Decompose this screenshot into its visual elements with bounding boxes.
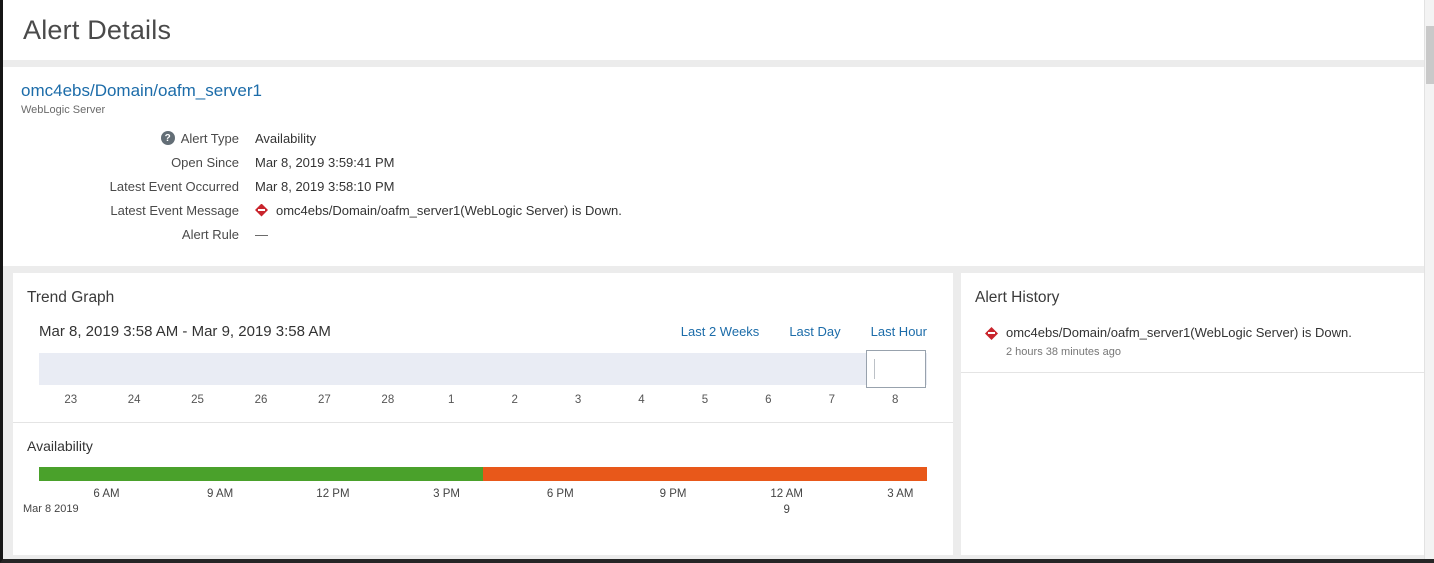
availability-segment-down (483, 467, 927, 481)
detail-row-latest-event-message: Latest Event Message omc4ebs/Domain/oafm… (21, 202, 1406, 218)
page-content: Alert Details omc4ebs/Domain/oafm_server… (3, 0, 1424, 559)
overview-tick-label: 8 (891, 394, 899, 406)
detail-row-alert-rule: Alert Rule — (21, 226, 1406, 242)
alert-history-panel: Alert History omc4ebs/Domain/oafm_server… (961, 273, 1424, 555)
overview-tick-label: 7 (828, 394, 835, 406)
fatal-diamond-icon (985, 327, 998, 340)
overview-tick-label: 24 (127, 394, 141, 406)
availability-axis: Mar 8 2019 6 AM 9 AM 12 PM 3 PM 6 PM 9 PM 12 A… (23, 487, 927, 525)
detail-row-latest-event-occurred: Latest Event Occurred Mar 8, 2019 3:58:1… (21, 178, 1406, 194)
overview-tick-label: 5 (701, 394, 709, 406)
overview-tick-label: 27 (318, 394, 331, 406)
alert-history-line: omc4ebs/Domain/oafm_server1(WebLogic Ser… (985, 325, 1400, 342)
time-selection-window[interactable] (865, 350, 926, 388)
alert-history-message: omc4ebs/Domain/oafm_server1(WebLogic Ser… (1006, 325, 1352, 340)
availability-tick-label: 6 PM (546, 488, 574, 500)
trend-graph-panel: Trend Graph Mar 8, 2019 3:58 AM - Mar 9,… (13, 273, 953, 555)
help-question-icon[interactable] (160, 131, 175, 145)
field-label-latest-event-message: Latest Event Message (110, 202, 239, 218)
alert-detail-fields: Alert Type Availability Open Since Mar 8… (21, 130, 1406, 242)
entity-summary-card: omc4ebs/Domain/oafm_server1 WebLogic Ser… (3, 67, 1424, 266)
field-label-latest-event-occurred: Latest Event Occurred (109, 178, 239, 194)
latest-event-message-value: omc4ebs/Domain/oafm_server1(WebLogic Ser… (255, 203, 622, 218)
trend-graph-title: Trend Graph (27, 289, 115, 306)
entity-link[interactable]: omc4ebs/Domain/oafm_server1 (21, 81, 262, 100)
availability-title: Availability (27, 438, 93, 454)
overview-axis: 23 24 25 26 27 28 1 2 3 4 5 6 7 8 (39, 394, 927, 406)
alert-type-value: Availability (255, 130, 317, 146)
detail-row-alert-type: Alert Type Availability (21, 130, 1406, 146)
overview-tick-label: 25 (191, 394, 204, 406)
fatal-diamond-icon (255, 203, 268, 217)
field-label-text: Alert Type (180, 130, 239, 146)
time-overview-slider[interactable] (39, 350, 927, 388)
alert-rule-value: — (255, 226, 268, 242)
link-last-hour[interactable]: Last Hour (870, 324, 927, 339)
time-range-row: Mar 8, 2019 3:58 AM - Mar 9, 2019 3:58 A… (39, 323, 927, 340)
availability-tick-label: 3 PM (433, 488, 460, 500)
availability-tick-label: 3 AM (887, 488, 914, 500)
link-last-day[interactable]: Last Day (789, 324, 841, 339)
field-label-open-since: Open Since (171, 154, 239, 170)
open-since-value: Mar 8, 2019 3:59:41 PM (255, 154, 395, 170)
availability-bar (39, 467, 927, 481)
field-label-alert-rule: Alert Rule (181, 226, 239, 242)
divider (13, 422, 953, 423)
availability-tick-label: 6 AM (93, 488, 120, 500)
start-date-label: Mar 8 2019 (23, 503, 79, 515)
latest-event-message-text: omc4ebs/Domain/oafm_server1(WebLogic Ser… (276, 202, 622, 218)
availability-tick-label: 12 PM (316, 488, 350, 500)
alert-history-item[interactable]: omc4ebs/Domain/oafm_server1(WebLogic Ser… (961, 309, 1424, 373)
entity-type-label: WebLogic Server (21, 104, 106, 116)
availability-tick-label: 12 AM 9 (770, 488, 803, 516)
scrollbar-thumb[interactable] (1426, 26, 1434, 84)
time-range-label: Mar 8, 2019 3:58 AM - Mar 9, 2019 3:58 A… (39, 323, 331, 340)
link-last-2-weeks[interactable]: Last 2 Weeks (680, 324, 760, 339)
availability-tick-label: 9 PM (659, 488, 687, 500)
overview-tick-label: 2 (511, 394, 518, 406)
page-title: Alert Details (23, 14, 172, 45)
overview-tick-label: 28 (381, 394, 395, 406)
detail-row-open-since: Open Since Mar 8, 2019 3:59:41 PM (21, 154, 1406, 170)
overview-tick-label: 4 (638, 394, 645, 406)
alert-history-time: 2 hours 38 minutes ago (1006, 345, 1121, 358)
overview-tick-label: 26 (254, 394, 268, 406)
field-label-alert-type: Alert Type (21, 131, 239, 146)
vertical-scrollbar[interactable] (1424, 0, 1434, 559)
alert-history-title: Alert History (975, 289, 1060, 306)
availability-segment-up (39, 467, 483, 481)
time-range-links: Last 2 Weeks Last Day Last Hour (681, 324, 927, 339)
bottom-panels: Trend Graph Mar 8, 2019 3:58 AM - Mar 9,… (3, 273, 1424, 559)
overview-tick-label: 1 (448, 394, 455, 406)
latest-event-occurred-value: Mar 8, 2019 3:58:10 PM (255, 178, 395, 194)
overview-tick-label: 3 (574, 394, 582, 406)
availability-tick-label: 9 AM (207, 488, 234, 500)
overview-tick-label: 23 (64, 394, 78, 406)
overview-tick-label: 6 (765, 394, 772, 406)
page-header: Alert Details (3, 0, 1424, 60)
